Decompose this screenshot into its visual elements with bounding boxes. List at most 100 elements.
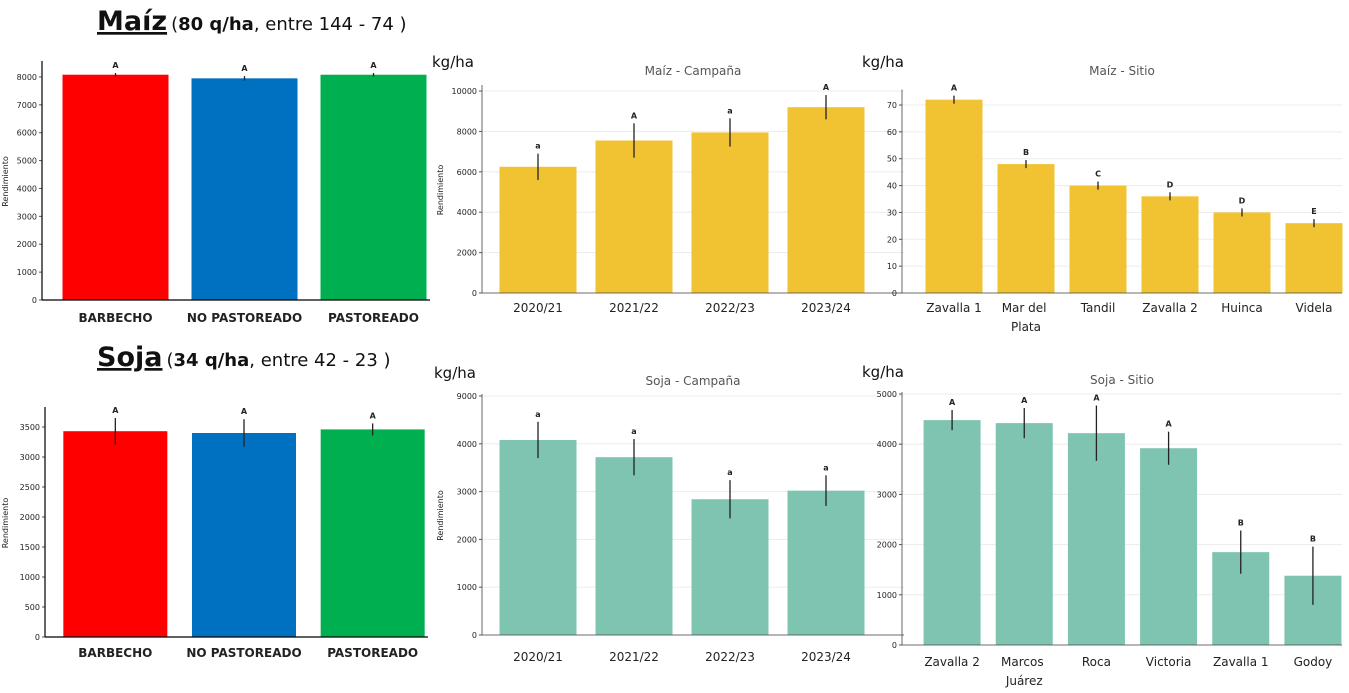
y-tick-label: 6000 xyxy=(17,129,37,138)
significance-letter: A xyxy=(370,411,377,420)
x-tick-label: Huinca xyxy=(1221,301,1263,315)
bar xyxy=(192,433,296,637)
bar xyxy=(320,429,425,637)
heading-subtitle: , entre 42 - 23 ) xyxy=(249,350,390,371)
x-tick-label: PASTOREADO xyxy=(328,311,419,325)
bar xyxy=(1140,448,1198,645)
chart-title: Maíz - Campaña xyxy=(645,64,742,78)
y-tick-label: 0 xyxy=(35,633,40,642)
y-tick-label: 3000 xyxy=(877,490,897,499)
unit-label: kg/ha xyxy=(862,363,904,381)
y-tick-label: 2000 xyxy=(457,249,477,258)
bar xyxy=(925,99,983,293)
heading: Soja (34 q/ha, entre 42 - 23 ) xyxy=(97,342,391,373)
unit-label: kg/ha xyxy=(434,364,476,382)
y-axis-label: Rendimiento xyxy=(436,165,445,216)
significance-letter: B xyxy=(1310,535,1316,544)
bar xyxy=(595,457,673,635)
heading-title: Maíz xyxy=(97,6,167,37)
y-tick-label: 2000 xyxy=(877,541,897,550)
x-tick-label: NO PASTOREADO xyxy=(186,646,301,660)
significance-letter: C xyxy=(1095,170,1101,179)
significance-letter: a xyxy=(823,463,828,472)
bar xyxy=(63,431,168,637)
significance-letter: B xyxy=(1238,519,1244,528)
y-tick-label: 0 xyxy=(32,296,37,305)
x-tick-label: BARBECHO xyxy=(78,646,152,660)
y-tick-label: 20 xyxy=(887,235,897,244)
heading-subtitle: 80 q/ha xyxy=(178,14,254,35)
x-tick-label: 2023/24 xyxy=(801,650,851,664)
x-tick-label: Mar del Plata xyxy=(1002,301,1051,334)
y-tick-label: 7000 xyxy=(17,101,37,110)
significance-letter: A xyxy=(949,398,956,407)
significance-letter: A xyxy=(1021,396,1028,405)
y-tick-label: 500 xyxy=(25,603,40,612)
y-tick-label: 0 xyxy=(472,631,477,640)
y-axis-label: Rendimiento xyxy=(436,490,445,541)
significance-letter: A xyxy=(823,83,830,92)
significance-letter: E xyxy=(1311,207,1316,216)
significance-letter: A xyxy=(631,111,638,120)
y-tick-label: 5000 xyxy=(877,390,897,399)
x-tick-label: 2021/22 xyxy=(609,301,659,315)
x-tick-label: Godoy xyxy=(1294,655,1333,669)
y-axis-label: Rendimiento xyxy=(1,498,10,549)
y-tick-label: 0 xyxy=(892,641,897,650)
bar xyxy=(191,78,298,300)
y-tick-label: 3000 xyxy=(457,488,477,497)
x-tick-label: Videla xyxy=(1296,301,1333,315)
heading: Maíz (80 q/ha, entre 144 - 74 ) xyxy=(97,6,407,37)
significance-letter: D xyxy=(1239,196,1246,205)
bar xyxy=(499,166,577,293)
bar xyxy=(1141,196,1199,293)
y-tick-label: 4000 xyxy=(17,184,37,193)
bar xyxy=(691,132,769,293)
y-tick-label: 3000 xyxy=(17,212,37,221)
y-tick-label: 0 xyxy=(892,289,897,298)
significance-letter: a xyxy=(631,427,636,436)
x-tick-label: Victoria xyxy=(1146,655,1192,669)
significance-letter: a xyxy=(727,468,732,477)
significance-letter: A xyxy=(370,61,377,70)
unit-label: kg/ha xyxy=(432,53,474,71)
y-tick-label: 2000 xyxy=(20,513,40,522)
y-tick-label: 3000 xyxy=(20,453,40,462)
x-tick-label: 2022/23 xyxy=(705,301,755,315)
significance-letter: a xyxy=(535,410,540,419)
y-tick-label: 1000 xyxy=(457,583,477,592)
significance-letter: B xyxy=(1023,148,1029,157)
y-tick-label: 6000 xyxy=(457,168,477,177)
y-tick-label: 10 xyxy=(887,262,897,271)
x-tick-label: 2020/21 xyxy=(513,301,563,315)
bar xyxy=(787,490,865,635)
bar xyxy=(1213,212,1271,293)
significance-letter: A xyxy=(241,407,248,416)
y-tick-label: 60 xyxy=(887,128,897,137)
x-tick-label: PASTOREADO xyxy=(327,646,418,660)
heading-subtitle: ( xyxy=(166,350,173,371)
y-tick-label: 30 xyxy=(887,208,897,217)
x-tick-label: BARBECHO xyxy=(78,311,152,325)
y-tick-label: 5000 xyxy=(17,157,37,166)
y-tick-label: 2000 xyxy=(457,535,477,544)
y-tick-label: 4000 xyxy=(877,440,897,449)
significance-letter: A xyxy=(112,61,119,70)
y-tick-label: 1000 xyxy=(877,591,897,600)
y-tick-label: 0 xyxy=(472,289,477,298)
bar xyxy=(691,499,769,635)
heading-subtitle: 34 q/ha xyxy=(174,350,250,371)
x-tick-label: NO PASTOREADO xyxy=(187,311,302,325)
significance-letter: D xyxy=(1167,180,1174,189)
significance-letter: A xyxy=(951,84,958,93)
y-tick-label: 50 xyxy=(887,155,897,164)
y-tick-label: 40 xyxy=(887,182,897,191)
significance-letter: A xyxy=(1165,420,1172,429)
heading-title: Soja xyxy=(97,342,162,373)
bar xyxy=(787,107,865,293)
significance-letter: a xyxy=(535,142,540,151)
y-tick-label: 3500 xyxy=(20,423,40,432)
bar xyxy=(62,74,169,300)
y-tick-label: 8000 xyxy=(17,73,37,82)
y-tick-label: 2000 xyxy=(17,240,37,249)
